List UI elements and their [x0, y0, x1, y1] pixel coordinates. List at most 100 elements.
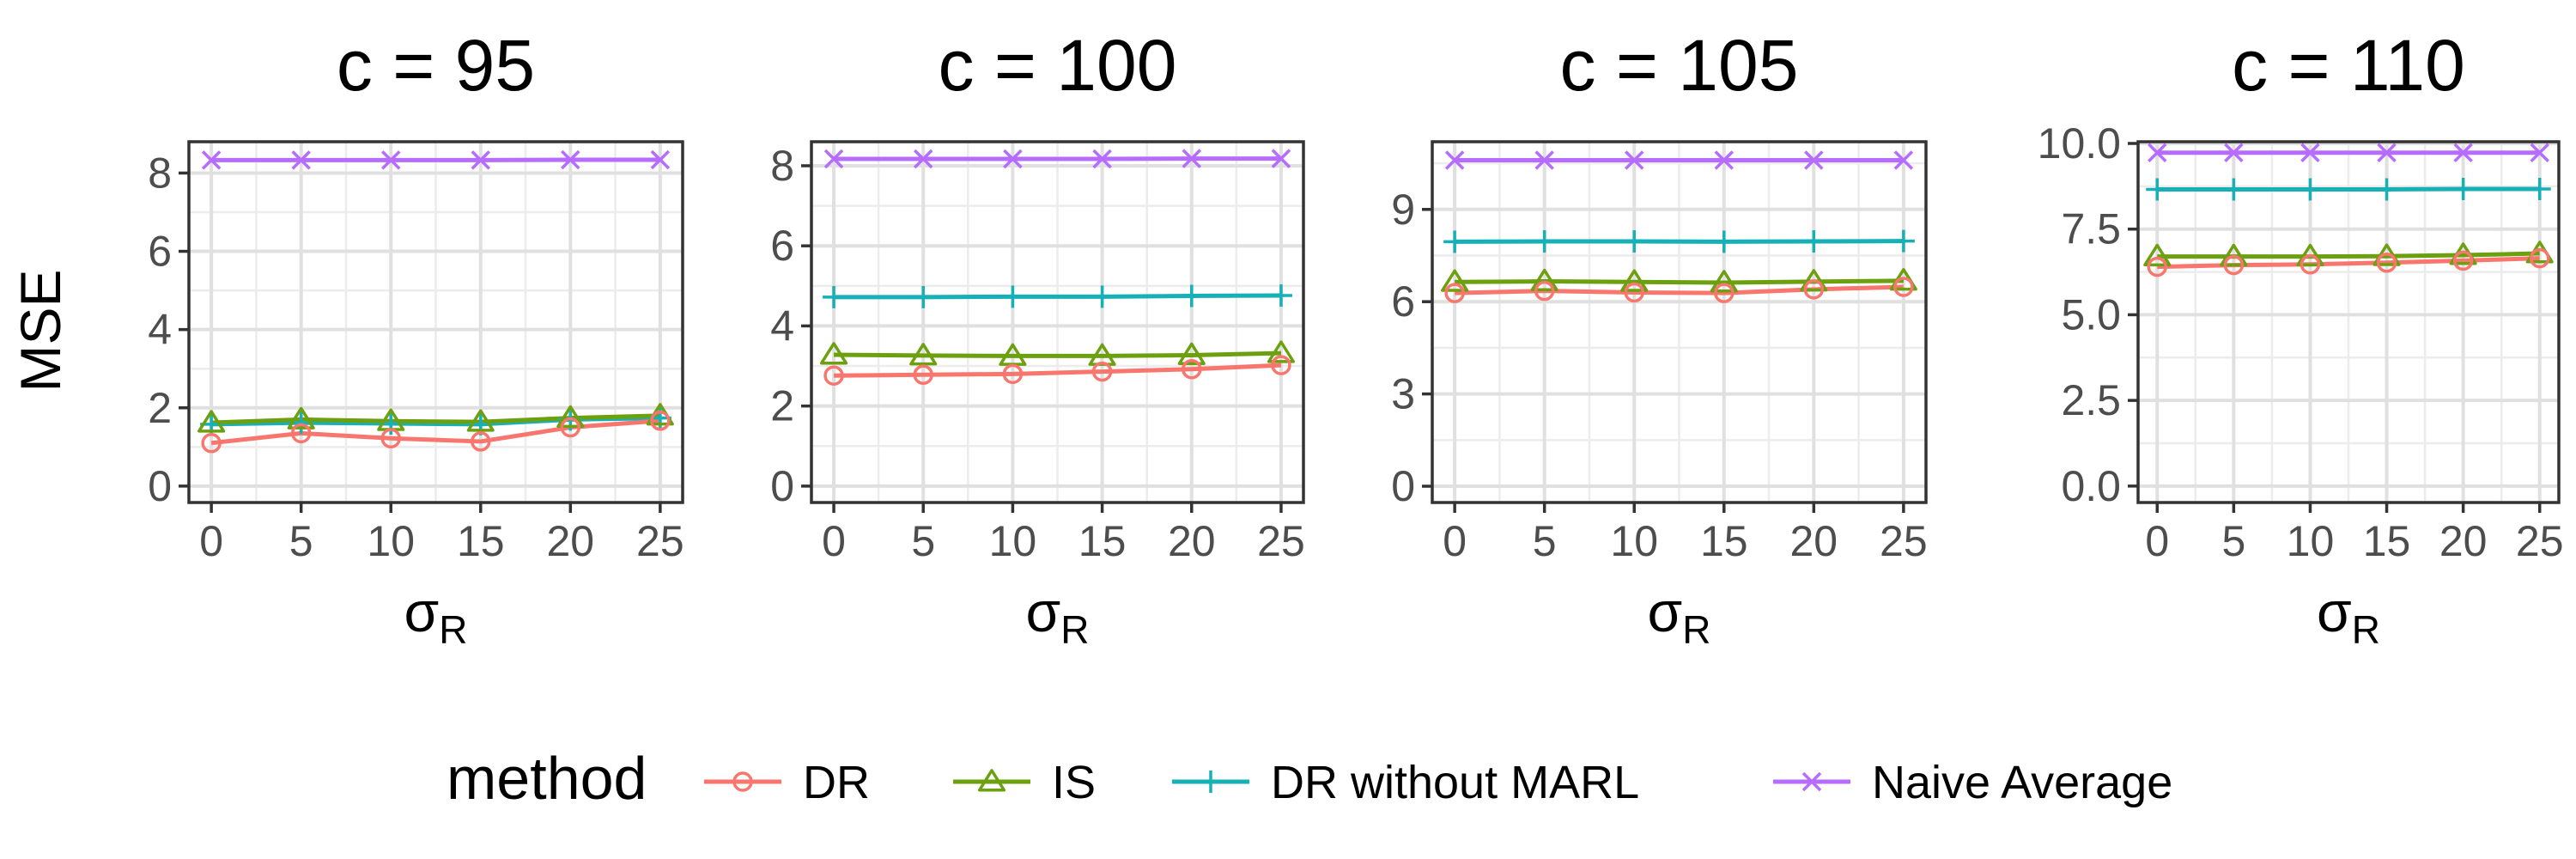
x-tick-label: 5: [289, 517, 313, 565]
x-tick-label: 20: [547, 517, 595, 565]
data-point: [2377, 143, 2397, 163]
x-axis-title: σR: [404, 580, 468, 652]
data-point: [1624, 150, 1644, 170]
legend-key-marker: [1801, 771, 1822, 792]
x-tick-label: 25: [1880, 517, 1928, 565]
y-tick-label: 2: [148, 384, 172, 432]
data-point: [1441, 269, 1469, 292]
data-point: [1444, 283, 1465, 303]
data-point: [1893, 150, 1914, 170]
data-point: [201, 433, 222, 454]
data-point: [1091, 361, 1113, 382]
x-tick-label: 10: [367, 517, 415, 565]
x-tick-label: 15: [2363, 517, 2411, 565]
y-tick-label: 4: [148, 306, 172, 354]
data-point: [556, 405, 585, 429]
y-tick-label: 8: [770, 142, 794, 190]
data-point: [2452, 250, 2474, 271]
data-point: [909, 343, 938, 366]
panel-title: c = 110: [2232, 25, 2465, 106]
y-tick-label: 7.5: [2061, 205, 2121, 253]
x-tick-label: 15: [1700, 517, 1748, 565]
x-tick-label: 0: [2145, 517, 2169, 565]
y-tick-label: 6: [770, 222, 794, 270]
y-tick-label: 10.0: [2038, 119, 2121, 168]
legend-key-marker: [1200, 771, 1222, 793]
data-point: [1623, 230, 1646, 253]
x-axis-title-subscript: R: [439, 607, 467, 652]
grid: [2138, 141, 2559, 503]
series-line-dr-without-marl: [834, 293, 1281, 300]
data-point: [1092, 149, 1112, 169]
data-point: [1533, 230, 1556, 253]
x-tick-label: 20: [1168, 517, 1216, 565]
legend-label: DR: [803, 757, 870, 808]
x-tick-label: 5: [2221, 517, 2245, 565]
x-tick-label: 15: [457, 517, 505, 565]
legend-key-marker: [732, 771, 753, 792]
data-point: [1182, 149, 1202, 168]
data-point: [287, 406, 315, 430]
data-point: [2300, 254, 2321, 275]
data-point: [913, 364, 933, 386]
x-axis-title: σR: [1026, 580, 1090, 652]
x-tick-label: 20: [2439, 517, 2488, 565]
data-point: [2451, 178, 2475, 201]
data-point: [380, 428, 401, 449]
panel-3: c = 105 0 3 6 9 0 5 10 15 20 25 σR: [1391, 25, 1928, 652]
x-tick-label: 10: [989, 517, 1037, 565]
data-point: [1893, 277, 1914, 297]
x-tick-label: 25: [1257, 517, 1305, 565]
x-tick-label: 10: [2287, 517, 2335, 565]
data-point: [1180, 284, 1203, 308]
data-point: [2148, 143, 2167, 163]
y-tick-label: 4: [770, 302, 794, 350]
series-group: [2143, 143, 2554, 277]
data-point: [1002, 363, 1024, 385]
data-point: [380, 150, 401, 170]
y-tick-label: 2.5: [2061, 376, 2121, 424]
panel-border: [810, 140, 1305, 504]
series-line-is: [834, 350, 1282, 358]
y-tick-label: 9: [1391, 186, 1415, 234]
data-point: [1271, 355, 1291, 375]
data-point: [1803, 279, 1825, 300]
legend-label: DR without MARL: [1271, 757, 1639, 808]
y-tick-label: 8: [148, 149, 172, 197]
data-point: [2147, 256, 2168, 277]
data-point: [2296, 243, 2324, 267]
data-point: [2530, 143, 2549, 163]
x-axis-title-symbol: σ: [2317, 580, 2352, 643]
data-point: [1003, 149, 1023, 169]
grid: [811, 142, 1303, 503]
data-point: [1534, 280, 1555, 302]
data-point: [2224, 143, 2244, 163]
x-axis-title-subscript: R: [2352, 607, 2380, 652]
legend-item-dr-without-marl: DR without MARL: [1172, 757, 1639, 808]
data-point: [2453, 143, 2473, 163]
data-point: [201, 150, 222, 170]
x-tick-label: 5: [911, 517, 935, 565]
y-tick-label: 5.0: [2061, 290, 2121, 338]
legend-label: IS: [1052, 757, 1096, 808]
data-point: [1804, 150, 1824, 170]
data-point: [823, 149, 844, 169]
panel-title: c = 100: [939, 25, 1177, 106]
data-point: [1624, 282, 1644, 303]
data-point: [1443, 230, 1467, 253]
legend-label: Naive Average: [1872, 757, 2172, 808]
data-point: [1182, 359, 1202, 380]
series-group: [1441, 150, 1917, 303]
series-line-dr: [1455, 284, 1904, 295]
data-point: [1710, 270, 1738, 293]
legend-item-naive-average: Naive Average: [1773, 757, 2172, 808]
y-tick-label: 0.0: [2061, 462, 2121, 510]
data-point: [823, 285, 846, 308]
y-tick-label: 3: [1391, 370, 1415, 418]
data-point: [291, 150, 311, 170]
series-line-dr: [210, 418, 661, 446]
data-point: [561, 149, 580, 170]
data-point: [2143, 243, 2172, 267]
x-tick-label: 25: [2516, 517, 2564, 565]
